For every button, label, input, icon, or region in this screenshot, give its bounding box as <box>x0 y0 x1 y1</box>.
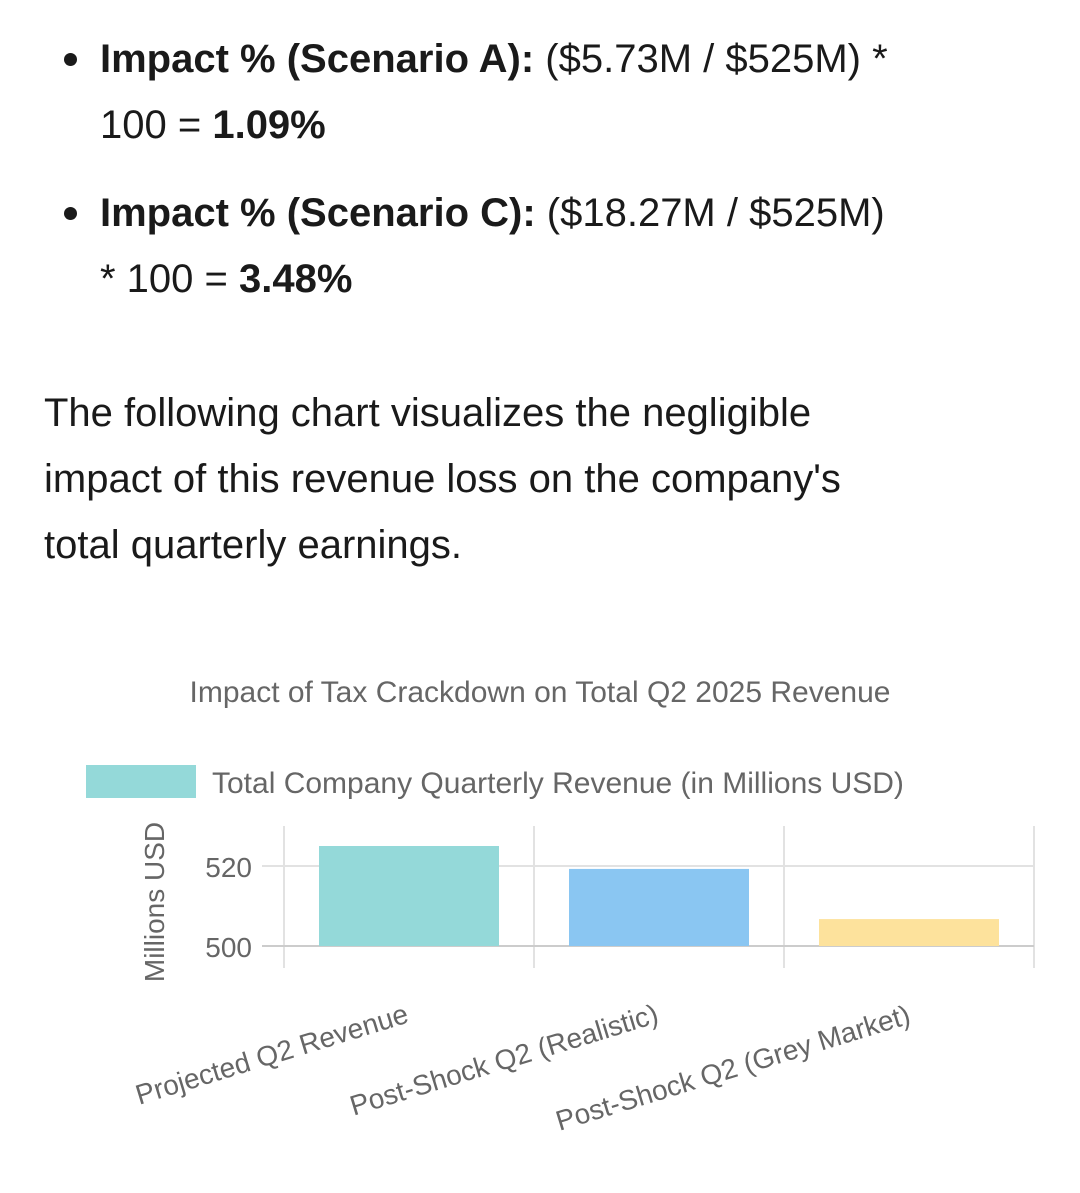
revenue-bar-chart: Impact of Tax Crackdown on Total Q2 2025… <box>86 676 1035 1137</box>
bar-1[interactable] <box>319 846 499 946</box>
chart-intro-paragraph: The following chart visualizes the negli… <box>44 380 1034 578</box>
bullet-scenario-a: Impact % (Scenario A): ($5.73M / $525M) … <box>44 26 1034 158</box>
bullet-dot-icon <box>64 207 77 220</box>
paragraph-line: impact of this revenue loss on the compa… <box>44 457 841 501</box>
bullet-scenario-c: Impact % (Scenario C): ($18.27M / $525M)… <box>44 180 1034 312</box>
y-tick-label: 500 <box>205 932 252 963</box>
bullet-formula: ($18.27M / $525M) <box>535 191 885 235</box>
legend-swatch[interactable] <box>86 765 196 798</box>
bullet-result: 3.48% <box>239 257 353 301</box>
bar-2[interactable] <box>569 868 749 946</box>
paragraph-line: total quarterly earnings. <box>44 523 463 567</box>
impact-bullet-list: Impact % (Scenario A): ($5.73M / $525M) … <box>44 26 1034 334</box>
bullet-label: Impact % (Scenario A): <box>100 37 535 81</box>
y-tick-label: 520 <box>205 852 252 883</box>
y-axis-label: Millions USD <box>139 822 170 982</box>
chart-title: Impact of Tax Crackdown on Total Q2 2025… <box>190 676 891 709</box>
bullet-result: 1.09% <box>212 103 326 147</box>
bullet-formula-cont: 100 = <box>100 103 213 147</box>
bullet-dot-icon <box>64 53 77 66</box>
bullet-formula-cont: * 100 = <box>100 257 240 301</box>
bar-3[interactable] <box>819 919 999 946</box>
legend-label[interactable]: Total Company Quarterly Revenue (in Mill… <box>212 767 904 800</box>
paragraph-line: The following chart visualizes the negli… <box>44 391 812 435</box>
bullet-formula: ($5.73M / $525M) * <box>534 37 888 81</box>
bars <box>319 846 999 946</box>
bullet-label: Impact % (Scenario C): <box>100 191 536 235</box>
y-tick-labels: 500 520 <box>205 852 252 963</box>
